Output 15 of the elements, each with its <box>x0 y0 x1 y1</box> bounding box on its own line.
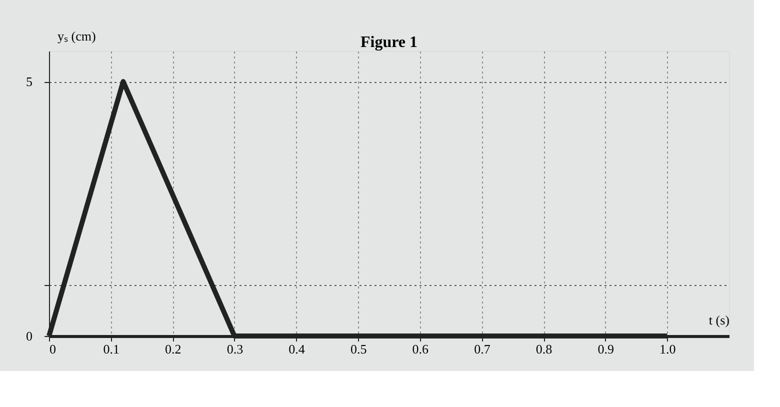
x-tick-label: 0.2 <box>165 342 182 356</box>
x-tick-label: 0.9 <box>598 342 614 356</box>
x-axis-title: t (s) <box>708 312 730 328</box>
x-tick-label: 0.8 <box>536 342 552 356</box>
y-axis-title: yₛ (cm) <box>58 28 96 44</box>
x-tick-label: 0.6 <box>412 342 430 356</box>
x-tick-label: 1.0 <box>660 342 676 356</box>
x-tick-label: 0.7 <box>474 342 491 356</box>
x-tick-label: 0.3 <box>226 342 244 356</box>
x-tick-label: 0.5 <box>350 342 367 356</box>
y-tick-label: 5 <box>26 74 32 90</box>
x-tick-label: 0.1 <box>103 342 120 356</box>
x-tick-label: 0.4 <box>288 342 306 356</box>
chart-title: Figure 1 <box>360 34 418 51</box>
x-tick-label: 0 <box>50 342 56 356</box>
